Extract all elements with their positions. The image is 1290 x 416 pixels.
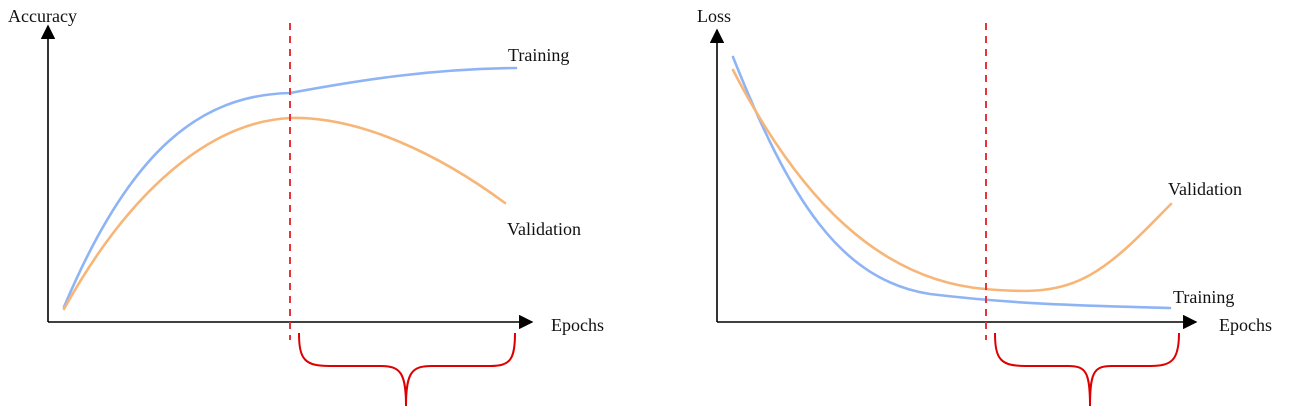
accuracy-validation-curve	[62, 116, 507, 311]
accuracy-validation-label: Validation	[507, 219, 581, 239]
loss-y-axis-label: Loss	[697, 6, 731, 26]
accuracy-training-label: Training	[508, 45, 569, 65]
loss-panel: Loss Epochs Validation Training	[697, 6, 1272, 407]
accuracy-x-axis-label: Epochs	[551, 315, 604, 335]
loss-x-axis-label: Epochs	[1219, 315, 1272, 335]
loss-overfitting-brace	[994, 332, 1180, 407]
loss-validation-curve	[731, 68, 1173, 293]
loss-training-label: Training	[1173, 287, 1234, 307]
accuracy-training-curve	[62, 66, 518, 309]
loss-validation-label: Validation	[1168, 179, 1242, 199]
accuracy-y-axis-label: Accuracy	[8, 6, 77, 26]
loss-training-curve	[731, 55, 1172, 310]
accuracy-panel: Accuracy Epochs Training Validation	[8, 6, 604, 407]
accuracy-overfitting-brace	[298, 332, 516, 407]
